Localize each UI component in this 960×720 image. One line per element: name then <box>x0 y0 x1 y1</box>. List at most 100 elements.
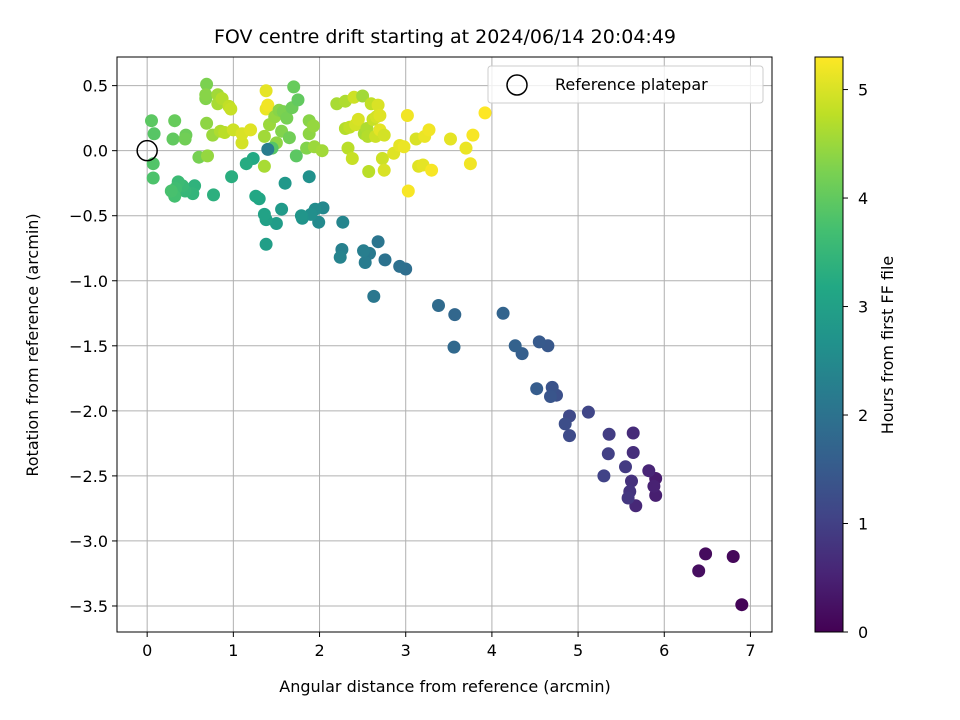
data-point <box>278 176 292 190</box>
colorbar-label: Hours from first FF file <box>878 256 897 435</box>
colorbar-tick-label: 2 <box>858 406 868 425</box>
x-tick-label: 6 <box>659 641 669 660</box>
x-tick-label: 1 <box>228 641 238 660</box>
data-point <box>375 152 389 165</box>
data-point <box>333 250 347 264</box>
data-point <box>478 106 492 120</box>
data-point <box>357 244 370 258</box>
colorbar-tick-label: 1 <box>858 515 868 534</box>
legend-label: Reference platepar <box>555 75 708 94</box>
y-tick-label: −1.0 <box>69 272 108 291</box>
data-point <box>257 207 271 221</box>
y-axis-ticks: 0.5 0.0 −0.5 −1.0 −1.5 −2.0 −2.5 −3.0 −3.5 <box>69 77 117 616</box>
data-point <box>432 299 445 312</box>
data-point <box>294 209 308 223</box>
y-tick-label: 0.0 <box>83 142 108 161</box>
data-point <box>280 111 294 125</box>
x-tick-label: 7 <box>745 641 755 660</box>
data-point <box>544 390 557 403</box>
y-tick-label: −3.5 <box>69 597 108 616</box>
colorbar-tick-label: 5 <box>858 81 868 100</box>
data-point <box>619 460 632 474</box>
data-point <box>244 123 258 137</box>
data-point <box>581 405 595 419</box>
data-point <box>275 202 289 216</box>
data-point <box>625 474 638 488</box>
reference-marker <box>136 139 158 162</box>
data-point <box>239 157 253 171</box>
data-point <box>302 170 316 184</box>
data-point <box>249 189 263 203</box>
data-point <box>164 184 178 198</box>
data-point <box>377 163 391 177</box>
data-point <box>726 550 740 563</box>
data-point <box>201 149 214 163</box>
legend: Reference platepar <box>487 65 764 104</box>
x-tick-label: 5 <box>573 641 583 660</box>
data-point <box>621 491 635 505</box>
data-point <box>178 132 192 146</box>
data-point <box>530 382 544 396</box>
data-point <box>289 149 303 163</box>
data-point <box>336 215 350 229</box>
data-point <box>282 131 296 145</box>
data-point <box>444 132 457 146</box>
data-point <box>362 165 376 178</box>
data-point <box>400 109 414 122</box>
data-point <box>261 98 275 112</box>
legend-marker <box>506 74 528 96</box>
data-point <box>146 171 160 185</box>
y-tick-label: −3.0 <box>69 532 108 551</box>
data-point <box>315 144 329 158</box>
y-tick-label: −1.5 <box>69 337 108 356</box>
data-point <box>307 119 320 133</box>
legend-box <box>487 65 764 104</box>
plot-frame <box>116 56 773 633</box>
colorbar: 0 1 2 3 4 5 Hours from first FF file <box>814 56 897 642</box>
data-point <box>269 217 283 230</box>
data-point <box>257 159 271 173</box>
data-point <box>496 306 510 320</box>
data-point <box>647 479 661 493</box>
x-axis-ticks: 0 1 2 3 4 5 6 7 <box>142 632 756 660</box>
data-point <box>563 429 576 443</box>
data-point <box>692 564 706 578</box>
data-point <box>459 141 473 155</box>
data-point <box>259 84 273 98</box>
colorbar-gradient <box>814 56 844 633</box>
data-point <box>558 417 572 431</box>
data-point <box>425 163 439 177</box>
data-point <box>373 109 387 122</box>
y-axis-label: Rotation from reference (arcmin) <box>23 213 42 476</box>
colorbar-tick-label: 4 <box>858 189 868 208</box>
x-tick-label: 3 <box>401 641 411 660</box>
data-point <box>508 339 522 353</box>
data-point <box>371 98 385 112</box>
data-point <box>397 140 411 154</box>
y-tick-label: −2.0 <box>69 402 108 421</box>
data-point <box>200 77 214 91</box>
data-point <box>257 129 271 143</box>
x-tick-label: 0 <box>142 641 152 660</box>
data-point <box>532 335 546 349</box>
data-point <box>448 308 462 322</box>
data-point <box>699 547 713 561</box>
colorbar-tick-label: 3 <box>858 298 868 317</box>
data-point <box>200 116 214 130</box>
data-point <box>393 259 407 273</box>
data-point <box>358 256 372 269</box>
data-point <box>378 253 392 267</box>
data-point <box>145 114 158 128</box>
data-point <box>626 446 640 459</box>
data-point <box>259 237 273 251</box>
y-tick-label: −2.5 <box>69 467 108 486</box>
data-point <box>168 114 182 128</box>
data-point <box>345 152 359 165</box>
chart-title: FOV centre drift starting at 2024/06/14 … <box>214 26 676 48</box>
data-point <box>351 112 365 126</box>
data-points <box>145 77 749 612</box>
data-point <box>597 469 611 483</box>
data-point <box>147 127 161 141</box>
data-point <box>601 447 615 461</box>
